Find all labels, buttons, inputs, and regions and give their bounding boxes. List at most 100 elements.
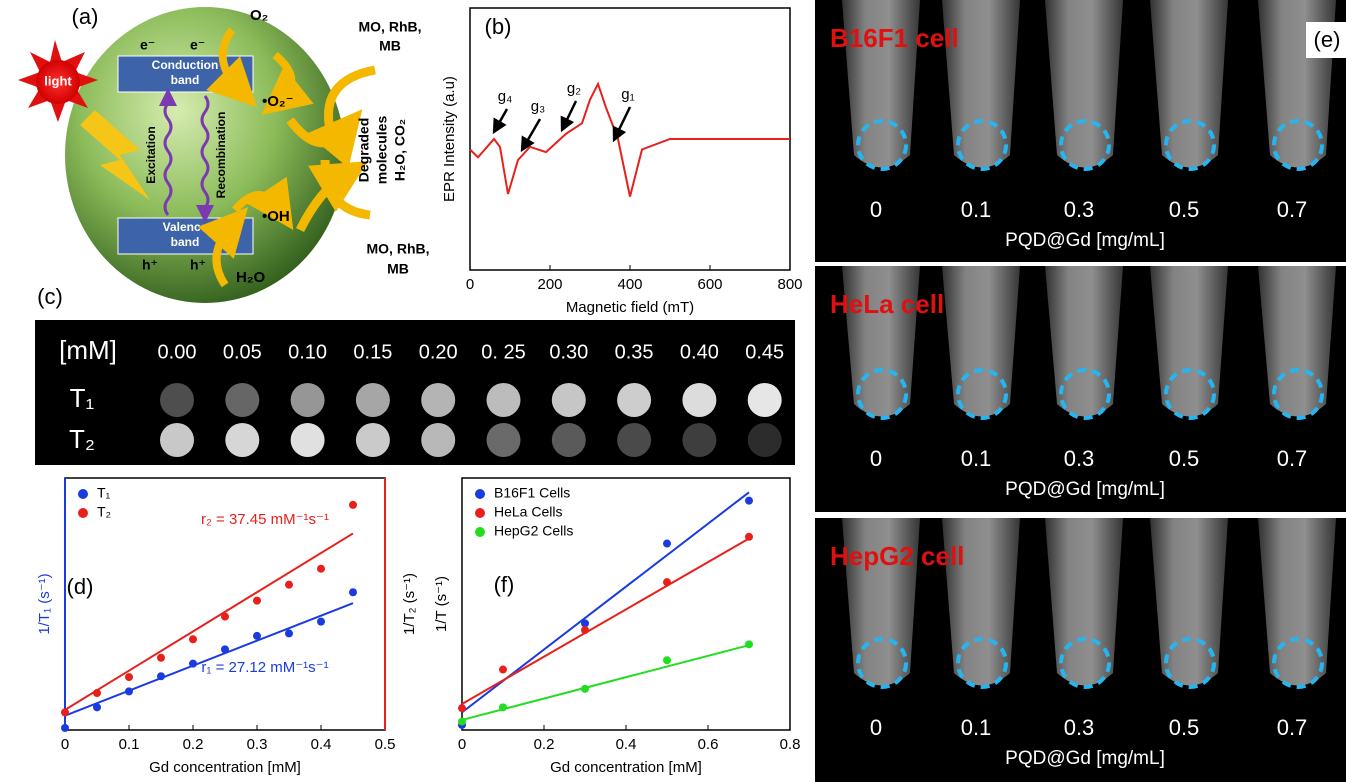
- tube: [1258, 266, 1336, 417]
- x-tick-label: 0.4: [616, 736, 637, 753]
- concentration-label: 0.30: [549, 341, 588, 363]
- phantom-well: [748, 423, 782, 457]
- band-label: band: [171, 235, 200, 249]
- phantom-well: [356, 423, 390, 457]
- x-tick-label: 0.1: [119, 736, 140, 753]
- legend-label: HeLa Cells: [494, 504, 562, 520]
- x-tick-label: 0: [466, 276, 474, 293]
- data-point: [253, 632, 261, 640]
- concentration-label: 0.45: [745, 341, 784, 363]
- tube: [1045, 266, 1123, 417]
- annotation-arrow: [522, 119, 540, 150]
- data-point: [253, 597, 261, 605]
- data-point: [663, 540, 671, 548]
- x-tick-label: 800: [777, 276, 802, 293]
- unit-label: PQD@Gd [mg/mL]: [1005, 748, 1165, 769]
- tube: [1045, 0, 1123, 168]
- data-point: [317, 618, 325, 626]
- electron: e⁻: [140, 37, 155, 53]
- x-tick-label: 0: [458, 736, 466, 753]
- data-point: [458, 704, 466, 712]
- data-point: [745, 533, 753, 541]
- concentration-label: 0.1: [961, 715, 992, 740]
- figure: light (a) e⁻ e⁻ Conduction band Valence …: [0, 0, 1346, 782]
- data-point: [61, 724, 69, 732]
- concentration-label: 0.20: [419, 341, 458, 363]
- pollutant: MB: [387, 261, 409, 277]
- annotation-arrow: [614, 107, 630, 140]
- x-tick-label: 0.6: [698, 736, 719, 753]
- phantom-well: [225, 423, 259, 457]
- panel-a: light (a) e⁻ e⁻ Conduction band Valence …: [18, 4, 430, 303]
- row-label: T₁: [70, 383, 95, 413]
- concentration-label: 0.05: [223, 341, 262, 363]
- phantom-well: [487, 383, 521, 417]
- legend-marker: [78, 489, 88, 499]
- concentration-label: 0.3: [1064, 446, 1095, 471]
- x-tick-label: 600: [697, 276, 722, 293]
- cell-title: HeLa cell: [830, 289, 944, 319]
- data-point: [663, 656, 671, 664]
- data-point: [125, 673, 133, 681]
- data-point: [125, 687, 133, 695]
- annotation: g₄: [498, 88, 512, 105]
- fit-line: [65, 533, 353, 709]
- phantom-well: [748, 383, 782, 417]
- data-point: [349, 588, 357, 596]
- concentration-label: 0.5: [1169, 197, 1200, 222]
- phantom-well: [225, 383, 259, 417]
- concentration-label: 0.7: [1277, 715, 1308, 740]
- data-point: [499, 666, 507, 674]
- phantom-well: [421, 423, 455, 457]
- concentration-label: 0.35: [615, 341, 654, 363]
- tube: [1045, 518, 1123, 686]
- legend-marker: [78, 508, 88, 518]
- panel-label: (a): [72, 4, 99, 29]
- data-point: [157, 654, 165, 662]
- legend-marker: [475, 489, 485, 499]
- concentration-label: 0.1: [961, 446, 992, 471]
- unit-label: [mM]: [59, 335, 117, 365]
- concentration-label: 0.15: [353, 341, 392, 363]
- annotation-arrow: [562, 101, 576, 130]
- data-point: [745, 640, 753, 648]
- pollutant: MB: [379, 38, 401, 54]
- band-label: Conduction: [152, 58, 219, 72]
- x-tick-label: 0.2: [183, 736, 204, 753]
- phantom-well: [356, 383, 390, 417]
- x-tick-label: 0.5: [375, 736, 396, 753]
- concentration-label: 0: [870, 197, 882, 222]
- concentration-label: 0.7: [1277, 197, 1308, 222]
- legend-label: T₁: [97, 485, 111, 501]
- unit-label: PQD@Gd [mg/mL]: [1005, 230, 1165, 251]
- annotation: r₁ = 27.12 mM⁻¹s⁻¹: [201, 659, 328, 676]
- annotation: r₂ = 37.45 mM⁻¹s⁻¹: [201, 511, 329, 528]
- product: molecules: [374, 116, 390, 185]
- y-axis-label: EPR Intensity (a.u): [441, 76, 458, 202]
- species: •O₂⁻: [262, 93, 294, 110]
- phantom-well: [160, 383, 194, 417]
- concentration-label: 0.7: [1277, 446, 1308, 471]
- cell-title: B16F1 cell: [830, 23, 959, 53]
- x-tick-label: 0.2: [534, 736, 555, 753]
- page: Figure {"diagram": {"label": "(a)", "lig…: [0, 0, 1346, 782]
- electron: e⁻: [190, 37, 205, 53]
- product: H₂O, CO₂: [392, 119, 408, 181]
- data-point: [221, 645, 229, 653]
- annotation: g₂: [567, 80, 581, 97]
- concentration-label: 0.5: [1169, 446, 1200, 471]
- excitation-label: Excitation: [144, 126, 158, 183]
- data-point: [189, 635, 197, 643]
- data-point: [189, 660, 197, 668]
- data-point: [349, 501, 357, 509]
- panel-label: (e): [1314, 27, 1341, 52]
- x-tick-label: 400: [617, 276, 642, 293]
- phantom-well: [160, 423, 194, 457]
- species: •OH: [262, 208, 290, 225]
- concentration-label: 0.5: [1169, 715, 1200, 740]
- panel-label: (d): [67, 574, 94, 599]
- legend-label: B16F1 Cells: [494, 485, 570, 501]
- phantom-well: [291, 423, 325, 457]
- phantom-well: [421, 383, 455, 417]
